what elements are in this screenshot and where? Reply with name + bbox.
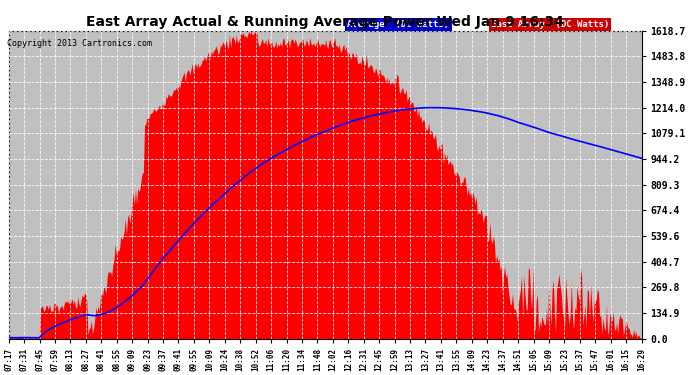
Text: Copyright 2013 Cartronics.com: Copyright 2013 Cartronics.com <box>7 39 152 48</box>
Title: East Array Actual & Running Average Power Wed Jan 9 16:34: East Array Actual & Running Average Powe… <box>86 15 564 29</box>
Text: Average  (DC Watts): Average (DC Watts) <box>347 20 449 29</box>
Text: East Array  (DC Watts): East Array (DC Watts) <box>491 20 609 29</box>
